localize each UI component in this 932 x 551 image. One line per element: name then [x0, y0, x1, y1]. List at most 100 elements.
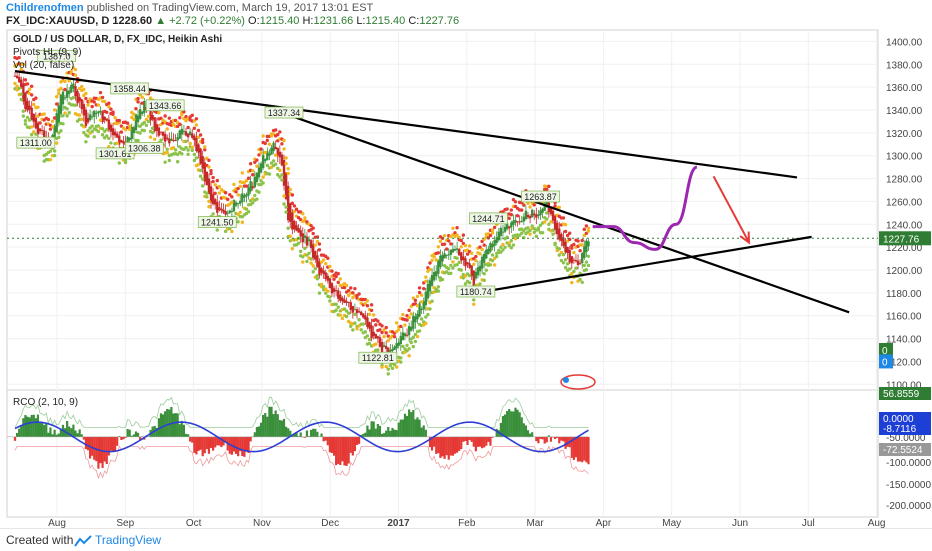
candle-body	[35, 118, 37, 128]
pivot-dot-high	[284, 162, 287, 165]
candle-body	[464, 258, 466, 266]
pivot-dot-low	[20, 92, 23, 95]
pivot-dot-low	[278, 169, 281, 172]
pivot-dot-low	[251, 201, 254, 204]
rco-bar	[270, 407, 272, 437]
pivot-dot-low	[359, 328, 362, 331]
pivot-dot-high	[339, 277, 342, 280]
rco-bar	[41, 423, 43, 437]
pivot-dot-low	[57, 136, 60, 139]
rco-bar	[127, 429, 129, 437]
pivot-dot-high	[268, 143, 271, 146]
candle-body	[62, 92, 64, 105]
tradingview-brand-link[interactable]: TradingView	[95, 533, 161, 547]
pivot-dot-high	[241, 171, 244, 174]
rco-bar	[97, 437, 99, 469]
pivot-dot-high	[74, 68, 77, 71]
rco-bar	[525, 425, 527, 436]
rco-axis[interactable]: -50.0000-100.0000-150.0000-200.000056.85…	[879, 387, 931, 512]
pivot-dot-low	[53, 154, 56, 157]
candle-body	[379, 337, 381, 347]
rco-bar	[479, 437, 481, 447]
rco-bar	[485, 437, 487, 446]
candle-body	[502, 232, 504, 233]
pivot-dot-low	[280, 173, 283, 176]
rco-bar	[375, 429, 377, 437]
pivot-dot-high	[366, 304, 369, 307]
pivot-dot-high	[545, 188, 548, 191]
candle-body	[208, 178, 210, 194]
pivot-dot-high	[301, 212, 304, 215]
candle-body	[160, 132, 162, 133]
rco-bar	[373, 421, 375, 436]
candle-body	[575, 260, 577, 261]
rco-bar	[243, 437, 245, 457]
pivot-dot-high	[564, 223, 567, 226]
rco-bar	[475, 437, 477, 451]
pivot-dot-high	[218, 191, 221, 194]
pivot-dot-low	[207, 200, 210, 203]
pivot-dot-low	[282, 194, 285, 197]
pivot-dot-low	[353, 313, 356, 316]
pivot-dot-high	[528, 205, 531, 208]
rco-bar	[377, 424, 379, 437]
pivot-dot-high	[26, 82, 29, 85]
candle-body	[416, 314, 418, 320]
author-link[interactable]: Childrenofmen	[6, 2, 84, 14]
pivot-dot-low	[447, 267, 450, 270]
pivot-dot-low	[28, 118, 31, 121]
pivot-dot-high	[368, 313, 371, 316]
pivot-dot-high	[120, 130, 123, 133]
candle-body	[108, 120, 110, 130]
pivot-dot-high	[403, 323, 406, 326]
pivot-dot-low	[491, 253, 494, 256]
pivot-dot-high	[399, 325, 402, 328]
legend-volume[interactable]: Vol (20, false)	[13, 60, 74, 71]
pivot-dot-low	[457, 261, 460, 264]
pivot-dot-low	[61, 122, 64, 125]
legend-pivots[interactable]: Pivots HL (9, 9)	[13, 47, 82, 58]
pivot-dot-high	[259, 147, 262, 150]
rco-bar	[443, 437, 445, 459]
pivot-dot-high	[293, 204, 296, 207]
rco-bar	[512, 411, 514, 436]
candle-body	[335, 290, 337, 291]
rco-bar	[477, 437, 479, 447]
rco-bar	[81, 434, 83, 437]
rco-bar	[385, 431, 387, 437]
pivot-dot-low	[291, 247, 294, 250]
price-axis[interactable]: 1400.001380.001360.001340.001320.001300.…	[879, 37, 931, 391]
pivot-dot-high	[430, 259, 433, 262]
pivot-dot-low	[163, 160, 166, 163]
pivot-dot-low	[143, 129, 146, 132]
pivot-dot-high	[393, 335, 396, 338]
candle-body	[581, 253, 583, 263]
candle-body	[491, 244, 493, 247]
pivot-dot-low	[587, 264, 590, 267]
pivot-dot-low	[166, 148, 169, 151]
candle-body	[508, 226, 510, 228]
pivot-dot-high	[111, 111, 114, 114]
rco-bar	[529, 434, 531, 437]
rco-bar	[544, 437, 546, 444]
pivot-dot-low	[587, 255, 590, 258]
candle-body	[516, 221, 518, 222]
chart-area[interactable]: 1387.01311.001301.611358.441306.381343.6…	[0, 28, 932, 528]
pivot-dot-high	[278, 130, 281, 133]
pivot-dot-high	[378, 328, 381, 331]
pivot-dot-high	[491, 228, 494, 231]
candle-body	[443, 253, 445, 258]
rco-bar	[331, 437, 333, 453]
pivot-dot-low	[541, 231, 544, 234]
pivot-dot-low	[255, 197, 258, 200]
pivot-dot-high	[118, 119, 121, 122]
candle-body	[295, 225, 297, 230]
candle-body	[429, 280, 431, 291]
legend-rco[interactable]: RCO (2, 10, 9)	[13, 397, 78, 408]
rco-bar	[47, 433, 49, 437]
rco-bar	[560, 437, 562, 441]
pivot-dot-high	[282, 147, 285, 150]
candle-body	[176, 137, 178, 140]
rco-bar	[393, 430, 395, 437]
